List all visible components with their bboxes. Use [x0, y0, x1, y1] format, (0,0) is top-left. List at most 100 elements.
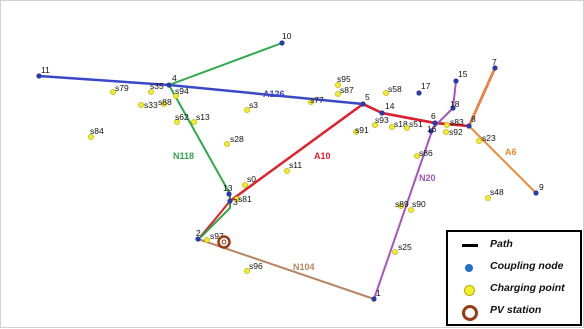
coupling-node-label: 16	[427, 124, 437, 134]
coupling-node-label: 7	[492, 57, 497, 67]
charging-point-label: s79	[115, 83, 129, 93]
charging-point-s81: s81	[234, 194, 252, 204]
charging-point-s28: s28	[224, 134, 244, 147]
charging-point-s3: s3	[244, 100, 258, 113]
charging-point-s58: s58	[383, 84, 402, 96]
charging-point-s86: s86	[414, 148, 433, 159]
charging-point-marker	[161, 101, 167, 107]
coupling-node-marker	[371, 296, 377, 302]
charging-point-s95: s95	[335, 74, 351, 88]
charging-point-label: s58	[388, 84, 402, 94]
charging-point-label: s89	[395, 199, 409, 209]
charging-point-s94: s94	[173, 86, 189, 99]
charging-point-marker	[392, 249, 398, 255]
charging-point-marker	[476, 138, 482, 144]
charging-point-label: s77	[310, 95, 324, 105]
coupling-node-marker	[36, 73, 42, 79]
charging-point-marker	[244, 268, 250, 274]
coupling-node-17: 17	[416, 81, 431, 96]
coupling-node-marker	[453, 78, 459, 84]
coupling-node-4: 4	[166, 73, 177, 88]
pv-layer	[217, 235, 231, 249]
charging-point-label: s93	[375, 115, 389, 125]
coupling-node-7: 7	[492, 57, 498, 71]
pv-station-inner-ring	[221, 239, 227, 245]
charging-point-s35: s35	[148, 81, 164, 95]
coupling-node-label: 2	[196, 228, 201, 238]
charging-point-s23: s23	[476, 133, 496, 144]
edge-label-a6: A6	[505, 147, 517, 157]
charging-point-marker	[408, 207, 414, 213]
coupling-node-3: 3	[227, 197, 238, 207]
charging-point-s18: s18	[389, 119, 408, 130]
charging-point-label: s96	[249, 261, 263, 271]
legend-pv-row: PV station	[448, 302, 580, 322]
pv-station-marker	[217, 235, 231, 249]
legend: Path Coupling node Charging point PV sta…	[446, 230, 582, 326]
charging-point-s33: s33	[138, 100, 158, 110]
charging-point-marker	[414, 153, 420, 159]
charging-point-marker	[148, 89, 154, 95]
edge-label-n104: N104	[293, 262, 315, 272]
charging-point-marker	[308, 99, 314, 105]
edge-label-n20: N20	[419, 173, 436, 183]
charging-point-label: s51	[409, 119, 423, 129]
charging-point-label: s48	[490, 187, 504, 197]
coupling-node-8: 8	[466, 114, 476, 129]
coupling-node-marker	[428, 128, 434, 134]
charging-point-s84: s84	[88, 126, 104, 140]
coupling-node-label: 5	[365, 92, 370, 102]
charging-point-label: s28	[230, 134, 244, 144]
legend-coupling-row: Coupling node	[448, 258, 580, 278]
charging-point-label: s90	[412, 199, 426, 209]
coupling-node-marker	[533, 190, 539, 196]
coupling-node-1: 1	[371, 288, 381, 302]
coupling-node-13: 13	[223, 183, 233, 197]
charging-point-label: s62	[175, 112, 189, 122]
charging-point-s92: s92	[443, 127, 463, 137]
edge-label-a10: A10	[314, 151, 331, 161]
edge-n20	[373, 80, 457, 300]
charging-point-s97: s97	[204, 231, 224, 243]
charging-point-s90: s90	[408, 199, 426, 213]
coupling-node-label: 4	[172, 73, 177, 83]
legend-path-row: Path	[448, 236, 580, 256]
coupling-node-10: 10	[279, 31, 292, 46]
coupling-node-marker	[195, 236, 201, 242]
charging-point-label: s83	[450, 117, 464, 127]
charging-point-s48: s48	[485, 187, 504, 201]
coupling-node-marker	[360, 101, 366, 107]
charging-point-label: s13	[196, 112, 210, 122]
charging-point-label: s3	[249, 100, 258, 110]
edge-a10b	[200, 200, 231, 237]
charging-point-s25: s25	[392, 242, 412, 255]
coupling-node-2: 2	[195, 228, 201, 242]
coupling-node-label: 8	[471, 114, 476, 124]
edge-a6	[468, 67, 537, 194]
legend-pv-label: PV station	[490, 304, 542, 316]
coupling-node-label: 3	[233, 197, 238, 207]
coupling-node-16: 16	[427, 124, 437, 134]
coupling-node-11: 11	[36, 65, 50, 79]
charging-point-marker	[444, 122, 450, 128]
edge-n104	[197, 238, 375, 300]
charging-point-label: s0	[247, 174, 256, 184]
charging-point-marker	[191, 119, 197, 125]
coupling-node-6: 6	[431, 111, 438, 126]
charging-point-label: s95	[337, 74, 351, 84]
charging-point-s87: s87	[335, 85, 354, 97]
coupling-node-label: 1	[376, 288, 381, 298]
charging-point-marker	[284, 168, 290, 174]
charging-point-label: s87	[340, 85, 354, 95]
legend-charging-label: Charging point	[490, 282, 565, 294]
charging-point-label: s33	[144, 100, 158, 110]
charging-point-s79: s79	[110, 83, 129, 95]
charging-points-layer: s0 s11 s13 s18 s23 s25 s28 s3 s33 s35 s48 s51 s58 s62…	[88, 74, 504, 274]
charging-point-marker	[443, 129, 449, 135]
coupling-node-marker	[166, 82, 172, 88]
coupling-node-label: 9	[539, 182, 544, 192]
pv-station-icon	[462, 305, 478, 321]
charging-point-marker	[110, 89, 116, 95]
charging-point-label: s88	[158, 97, 172, 107]
